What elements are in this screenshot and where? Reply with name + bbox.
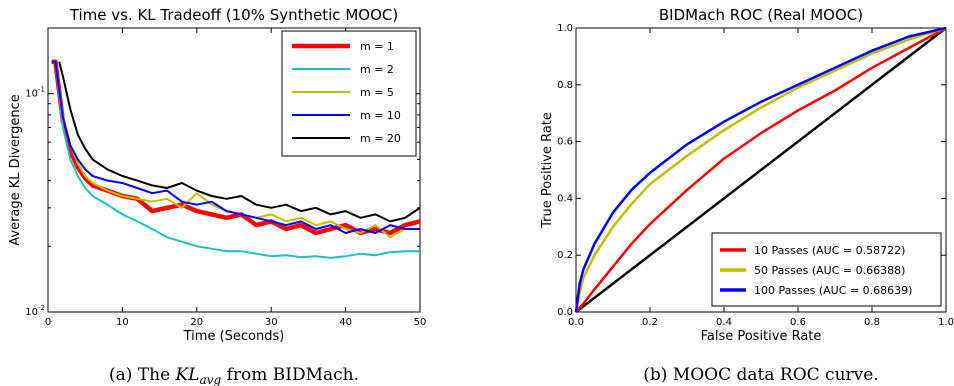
- right-y-tick-label: 0.4: [557, 193, 573, 204]
- left-legend: m = 1 m = 2 m = 5 m = 10 m = 20: [281, 30, 417, 157]
- right-legend: 10 Passes (AUC = 0.58722) 50 Passes (AUC …: [711, 232, 942, 307]
- left-caption-suffix: from BIDMach.: [221, 365, 359, 385]
- left-y-tick-base: 10: [25, 89, 38, 100]
- right-y-tick-label: 0.6: [557, 137, 573, 148]
- right-x-tick-label: 1.0: [938, 317, 954, 328]
- right-y-axis-label: True Positive Rate: [540, 112, 555, 229]
- left-chart: Time vs. KL Tradeoff (10% Synthetic MOOC…: [8, 6, 426, 386]
- right-y-tick-label: 0.0: [557, 307, 573, 318]
- right-series-line-1: [575, 26, 947, 313]
- left-legend-label-5: m = 20: [360, 132, 401, 145]
- right-y-tick-label: 0.2: [557, 250, 573, 261]
- left-legend-box: [281, 30, 417, 157]
- left-legend-items: m = 1 m = 2 m = 5 m = 10 m = 20: [292, 40, 401, 145]
- right-legend-label-2: 50 Passes (AUC = 0.66388): [754, 264, 905, 277]
- left-plot-area: [47, 27, 421, 313]
- left-legend-label-4: m = 10: [360, 109, 401, 122]
- left-y-tick-label: 10-1: [25, 86, 45, 100]
- left-y-tick-exp: -2: [38, 304, 45, 312]
- right-x-tick-label: 0.4: [716, 317, 732, 328]
- left-x-tick-label: 10: [116, 317, 129, 328]
- right-series-line-2: [574, 26, 947, 313]
- right-x-tick-label: 0.8: [864, 317, 880, 328]
- left-series-group: [51, 59, 421, 259]
- left-x-tick-label: 50: [414, 317, 427, 328]
- right-plot-area: [575, 27, 947, 313]
- left-x-tick-label: 30: [265, 317, 278, 328]
- right-legend-label-3: 100 Passes (AUC = 0.68639): [754, 284, 912, 297]
- left-x-tick-label: 40: [339, 317, 352, 328]
- right-y-tick-label: 1.0: [557, 23, 573, 34]
- right-x-tick-label: 0.0: [568, 317, 584, 328]
- right-x-ticks: 0.0 0.2 0.4 0.6 0.8 1.0: [568, 28, 954, 328]
- left-x-tick-label: 20: [190, 317, 203, 328]
- right-series-line-3: [574, 26, 947, 313]
- right-diagonal-line: [575, 27, 947, 313]
- left-chart-title: Time vs. KL Tradeoff (10% Synthetic MOOC…: [69, 6, 398, 24]
- right-chart-title: BIDMach ROC (Real MOOC): [659, 6, 863, 24]
- left-series-line-4: [51, 60, 420, 234]
- left-legend-label-2: m = 2: [360, 63, 394, 76]
- left-y-tick-label: 10-2: [25, 304, 45, 318]
- left-legend-label-1: m = 1: [360, 40, 394, 53]
- right-chart: BIDMach ROC (Real MOOC) 0.0 0.2 0.4 0.6 0.8 1…: [540, 6, 954, 385]
- left-caption-prefix: (a) The: [109, 365, 176, 385]
- left-y-ticks: 10-110-2: [25, 27, 420, 318]
- right-caption: (b) MOOC data ROC curve.: [643, 365, 878, 385]
- left-series-line-1: [51, 59, 421, 236]
- left-series-line-5: [58, 61, 421, 223]
- right-legend-label-1: 10 Passes (AUC = 0.58722): [754, 244, 905, 257]
- right-legend-box: [711, 232, 942, 307]
- left-caption: (a) The KLavg from BIDMach.: [109, 365, 359, 386]
- right-series-group: [574, 26, 947, 313]
- right-legend-items: 10 Passes (AUC = 0.58722) 50 Passes (AUC …: [720, 244, 912, 297]
- left-y-tick-exp: -1: [38, 86, 45, 94]
- right-x-tick-label: 0.2: [642, 317, 658, 328]
- right-y-tick-label: 0.8: [557, 80, 573, 91]
- left-x-axis-label: Time (Seconds): [183, 329, 285, 344]
- left-y-axis-label: Average KL Divergence: [8, 94, 23, 245]
- left-caption-math: KL: [175, 365, 200, 385]
- left-series-line-3: [51, 60, 420, 239]
- left-y-tick-base: 10: [25, 307, 38, 318]
- left-x-tick-label: 0: [45, 317, 51, 328]
- right-x-axis-label: False Positive Rate: [701, 329, 822, 344]
- left-caption-sub: avg: [200, 373, 222, 386]
- left-legend-label-3: m = 5: [360, 86, 394, 99]
- right-x-tick-label: 0.6: [790, 317, 806, 328]
- left-series-line-2: [51, 60, 420, 259]
